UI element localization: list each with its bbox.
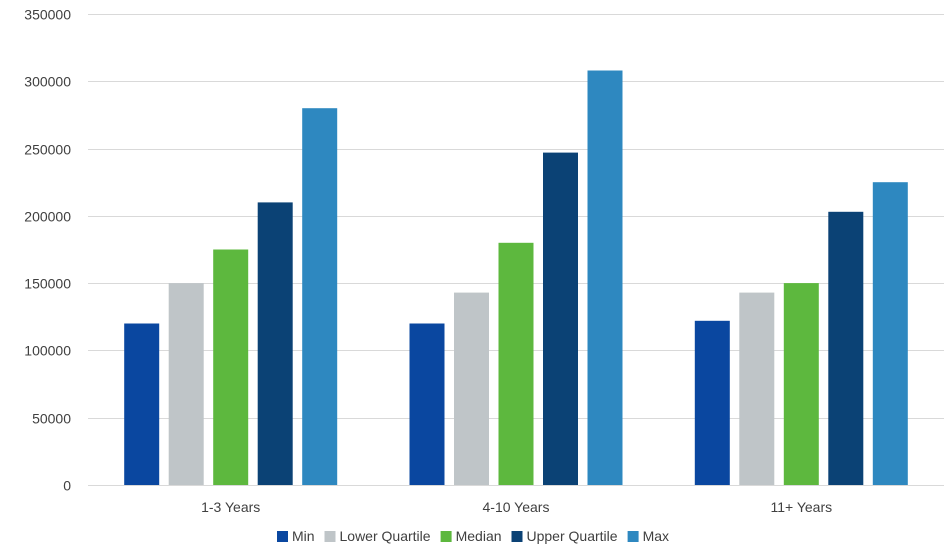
legend[interactable]: Min Lower Quartile Median Upper Quartile Max (277, 528, 669, 544)
bar-min: Min: 120000 (124, 323, 160, 485)
bar-lower-quartile: Lower Quartile: 150000 (168, 283, 204, 485)
legend-item[interactable]: Lower Quartile (324, 528, 431, 544)
bar-upper-quartile: Upper Quartile: 210000 (257, 202, 293, 485)
x-axis-categories: 1-3 Years 4-10 Years 11+ Years (201, 499, 832, 515)
y-tick-label: 350000 (24, 7, 71, 23)
y-tick-label: 250000 (24, 142, 71, 158)
bar-max: Max: 225000 (872, 182, 908, 485)
y-tick-label: 100000 (24, 343, 71, 359)
legend-item[interactable]: Median (440, 528, 502, 544)
legend-label: Upper Quartile (527, 528, 618, 544)
legend-label: Min (292, 528, 315, 544)
legend-label: Max (643, 528, 669, 544)
y-tick-label: 50000 (32, 411, 71, 427)
x-category-label: 1-3 Years (201, 499, 260, 515)
legend-swatch (627, 531, 639, 542)
bar-min: Min: 120000 (409, 323, 445, 485)
legend-swatch (324, 531, 336, 542)
legend-swatch (440, 531, 452, 542)
y-tick-label: 150000 (24, 276, 71, 292)
bar-max: Max: 308000 (587, 70, 623, 485)
bar-median: Median: 175000 (213, 249, 249, 485)
y-axis-ticks: 0 50000 100000 150000 200000 250000 300000 3500… (24, 7, 71, 494)
bar-median: Median: 180000 (498, 242, 534, 485)
legend-item[interactable]: Max (627, 528, 669, 544)
bar-upper-quartile: Upper Quartile: 203000 (828, 211, 864, 486)
y-tick-label: 200000 (24, 209, 71, 225)
bar-lower-quartile: Lower Quartile: 143000 (739, 292, 775, 485)
y-tick-label: 0 (63, 478, 71, 494)
bar-lower-quartile: Lower Quartile: 143000 (454, 292, 489, 485)
x-category-label: 4-10 Years (483, 499, 550, 515)
legend-label: Median (456, 528, 502, 544)
x-category-label: 11+ Years (770, 499, 832, 515)
bar-upper-quartile: Upper Quartile: 247000 (543, 152, 578, 485)
bar-min: Min: 122000 (694, 320, 730, 485)
legend-swatch (277, 531, 288, 542)
legend-label: Lower Quartile (340, 528, 431, 544)
legend-item[interactable]: Upper Quartile (511, 528, 618, 544)
y-tick-label: 300000 (24, 74, 71, 90)
legend-item[interactable]: Min (277, 528, 315, 544)
bars: Min: 120000Lower Quartile: 150000Median:… (124, 70, 908, 486)
bar-max: Max: 280000 (302, 108, 338, 485)
bar-median: Median: 150000 (783, 283, 819, 485)
legend-swatch (511, 531, 523, 542)
